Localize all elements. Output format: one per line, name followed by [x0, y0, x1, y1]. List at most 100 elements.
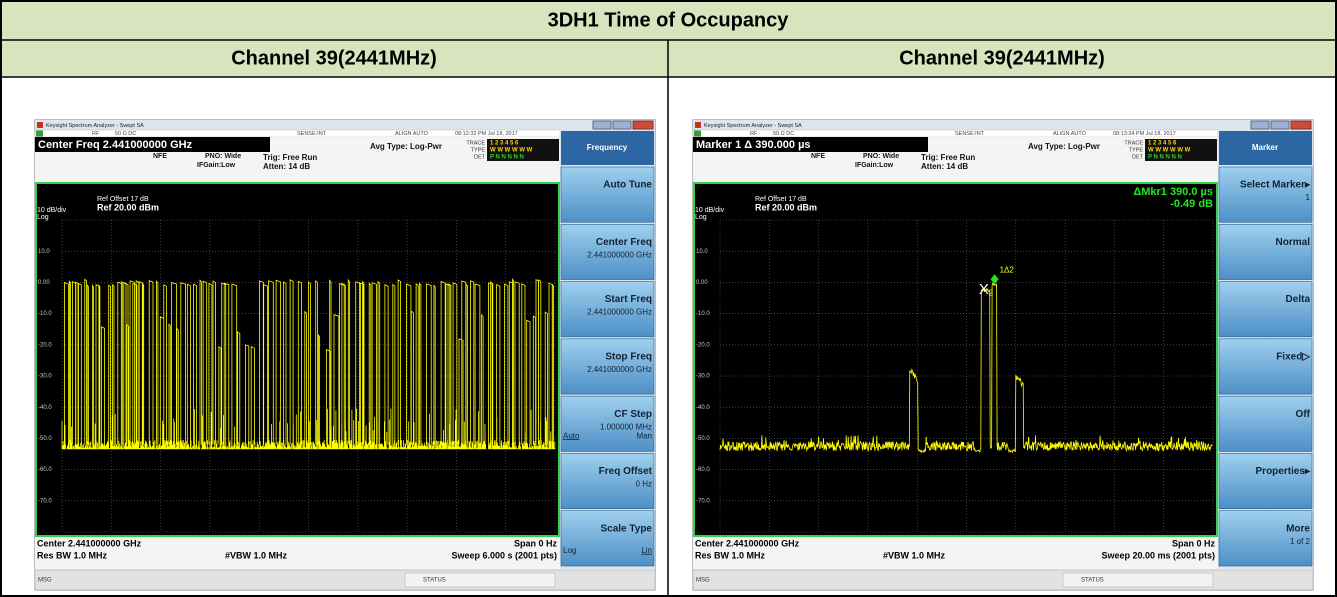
y-label: -20.0: [696, 342, 710, 348]
menu-title: Frequency: [587, 143, 628, 152]
trace-info-label: DET: [1132, 154, 1144, 160]
menu-title: Marker: [1252, 143, 1278, 152]
softkey-label: Normal: [1276, 237, 1311, 248]
y-label: -10.0: [38, 311, 52, 317]
y-label: -70.0: [38, 498, 52, 504]
window-icon: [37, 122, 43, 128]
status-text: 08:12:32 PM Jul 18, 2017: [455, 131, 518, 137]
softkey-label: Properties▸: [1256, 466, 1311, 477]
softkey-detail: 0 Hz: [636, 480, 652, 489]
window-button: [613, 121, 631, 129]
marker-readout: -0.49 dB: [1170, 198, 1213, 210]
y-label: -40.0: [696, 405, 710, 411]
softkey-label: Off: [1296, 409, 1311, 420]
y-label: -50.0: [38, 436, 52, 442]
span: Span 0 Hz: [1172, 538, 1216, 548]
y-label: -10.0: [696, 311, 710, 317]
trace-info-value: W W W W W W: [1148, 148, 1191, 154]
softkey-label: Freq Offset: [599, 466, 653, 477]
res-bw: Res BW 1.0 MHz: [37, 550, 108, 560]
softkey: [1219, 339, 1312, 394]
trace-info-value: P N N N N N: [1148, 155, 1182, 161]
y-label: -40.0: [38, 405, 52, 411]
softkey-option: Lin: [641, 546, 652, 555]
trace-info-value: 1 2 3 4 5 6: [490, 141, 519, 147]
y-label: -30.0: [38, 374, 52, 380]
y-label: -60.0: [696, 467, 710, 473]
softkey-label: Stop Freq: [605, 351, 652, 362]
sweep: Sweep 20.00 ms (2001 pts): [1101, 550, 1215, 560]
active-function: Marker 1 Δ 390.000 µs: [696, 139, 811, 151]
softkey: [1219, 224, 1312, 279]
softkey-label: Center Freq: [596, 237, 652, 248]
window-title: Keysight Spectrum Analyzer - Swept SA: [704, 123, 802, 129]
span: Span 0 Hz: [514, 538, 558, 548]
setting: PNO: Wide: [205, 153, 241, 160]
softkey-detail: 2.441000000 GHz: [587, 308, 652, 317]
status-text: SENSE:INT: [955, 131, 985, 137]
softkey-label: More: [1286, 523, 1310, 534]
msg: MSG: [696, 578, 710, 584]
window-title: Keysight Spectrum Analyzer - Swept SA: [46, 123, 144, 129]
marker-readout: ΔMkr1 390.0 µs: [1133, 186, 1213, 198]
msg: MSG: [38, 578, 52, 584]
trace-info-label: TRACE: [1124, 140, 1143, 146]
scale: 10 dB/div: [37, 207, 67, 214]
window-button: [1251, 121, 1269, 129]
softkey-detail: 1.000000 MHz: [600, 422, 652, 431]
setting: Atten: 14 dB: [921, 162, 968, 171]
softkey: [561, 167, 654, 222]
softkey-label: CF Step: [614, 409, 652, 420]
page: 3DH1 Time of Occupancy Channel 39(2441MH…: [0, 0, 1337, 597]
trace-info-value: 1 2 3 4 5 6: [1148, 141, 1177, 147]
y-label: -60.0: [38, 467, 52, 473]
softkey: [561, 511, 654, 566]
lxi-icon: [36, 131, 43, 137]
softkey-label: Scale Type: [600, 523, 652, 534]
setting: Avg Type: Log-Pwr: [1028, 142, 1100, 151]
trace-info-label: TRACE: [466, 140, 485, 146]
center: Center 2.441000000 GHz: [37, 538, 142, 548]
softkey-label: Delta: [1286, 294, 1311, 305]
softkey: [1219, 453, 1312, 508]
setting: Avg Type: Log-Pwr: [370, 142, 442, 151]
plot-area: [36, 183, 559, 536]
setting: NFE: [153, 153, 167, 160]
marker-label: 1Δ2: [1000, 265, 1015, 274]
scale-type: Log: [695, 214, 707, 221]
y-label: -30.0: [696, 374, 710, 380]
trace-info-label: DET: [474, 154, 486, 160]
status-bar: [35, 570, 655, 590]
analyzer-screenshot: Keysight Spectrum Analyzer - Swept SARF5…: [693, 120, 1313, 590]
setting: PNO: Wide: [863, 153, 899, 160]
window-button: [593, 121, 611, 129]
setting: Atten: 14 dB: [263, 162, 310, 171]
softkey: [1219, 396, 1312, 451]
status-text: 50 Ω DC: [115, 131, 136, 137]
softkey: [1219, 167, 1312, 222]
softkey-detail: 1 of 2: [1290, 537, 1311, 546]
marker-label: X: [979, 281, 989, 298]
softkey-label: Fixed▷: [1276, 351, 1311, 362]
lxi-icon: [694, 131, 701, 137]
status: STATUS: [1081, 578, 1104, 584]
plot-area: [694, 183, 1217, 536]
softkey-option: Log: [563, 546, 576, 555]
column-heading: Channel 39(2441MHz): [899, 47, 1105, 69]
softkey-detail: 2.441000000 GHz: [587, 365, 652, 374]
y-label: 0.00: [38, 280, 50, 286]
y-label: 0.00: [696, 280, 708, 286]
trace-info-label: TYPE: [471, 147, 486, 153]
setting: Trig: Free Run: [921, 153, 975, 162]
vbw: #VBW 1.0 MHz: [883, 550, 946, 560]
ref-level: Ref 20.00 dBm: [97, 202, 159, 212]
status-text: 50 Ω DC: [773, 131, 794, 137]
ref-level: Ref 20.00 dBm: [755, 202, 817, 212]
trace-info-value: W W W W W W: [490, 148, 533, 154]
softkey-option: Man: [636, 431, 652, 440]
status-text: RF: [92, 131, 100, 137]
status-text: 08:13:34 PM Jul 18, 2017: [1113, 131, 1176, 137]
window-button: [1291, 121, 1311, 129]
scale-type: Log: [37, 214, 49, 221]
setting: IFGain:Low: [197, 162, 236, 169]
